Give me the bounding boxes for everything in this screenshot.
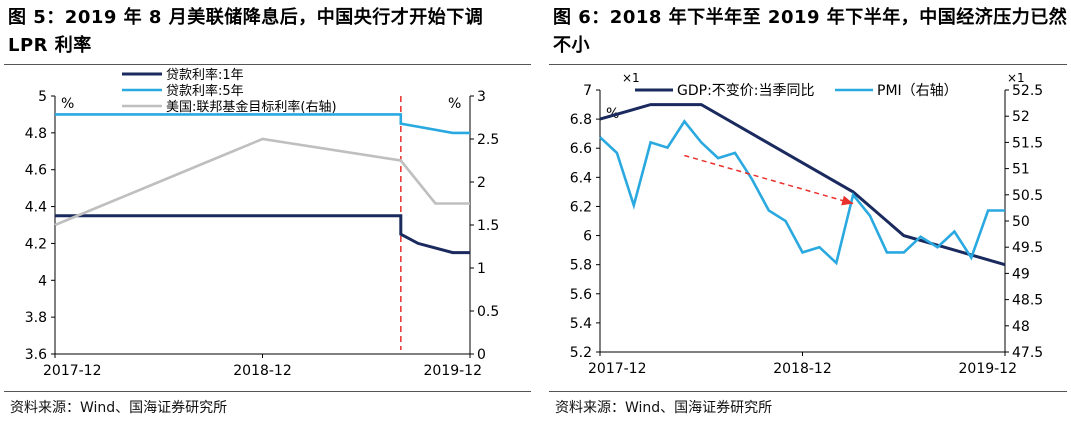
left-tick-label: 5.6 <box>570 287 592 303</box>
left-tick-label: 5 <box>38 89 47 105</box>
series-line-left-1 <box>55 113 470 135</box>
left-tick-label: 3.8 <box>25 310 47 326</box>
left-tick-label: 4.6 <box>25 163 47 179</box>
right-multiplier-label: ×1 <box>1007 71 1025 85</box>
series-line-right-1 <box>599 119 1005 266</box>
figure-5-panel: 图 5：2019 年 8 月美联储降息后，中国央行才开始下调 LPR 利率 3.… <box>0 0 535 425</box>
right-tick-label: 49.5 <box>1012 240 1043 256</box>
left-multiplier-label: ×1 <box>622 71 640 85</box>
x-tick-label: 2017-12 <box>588 361 647 377</box>
left-tick-label: 5.4 <box>570 316 592 332</box>
title-divider <box>4 64 531 65</box>
right-tick-label: 52 <box>1012 109 1030 125</box>
left-tick-label: 3.6 <box>25 347 47 363</box>
left-tick-label: 7 <box>583 83 592 99</box>
right-tick-label: 0 <box>477 347 486 363</box>
left-unit-label: % <box>61 96 74 112</box>
left-tick-label: 4.4 <box>25 200 47 216</box>
right-unit-label: % <box>448 96 461 112</box>
x-tick-label: 2019-12 <box>424 363 483 379</box>
x-tick-label: 2018-12 <box>233 363 292 379</box>
left-tick-label: 4 <box>38 273 47 289</box>
right-tick-label: 47.5 <box>1012 345 1043 361</box>
gdp-pmi-chart: 5.2 5.4 5.6 5.8 6 6.2 6.4 6.6 6.8 7 47.5 48 48.5 49 49… <box>570 71 1043 377</box>
figure-6-panel: 图 6：2018 年下半年至 2019 年下半年，中国经济压力已然不小 5.2 5… <box>545 0 1071 425</box>
right-tick-label: 1 <box>477 261 486 277</box>
left-tick-label: 5.2 <box>570 345 592 361</box>
right-tick-label: 51.5 <box>1012 135 1043 151</box>
left-tick-label: 5.8 <box>570 258 592 274</box>
figure-title: 图 6：2018 年下半年至 2019 年下半年，中国经济压力已然不小 <box>553 7 1068 56</box>
right-tick-label: 48 <box>1012 319 1030 335</box>
legend-label: 美国:联邦基金目标利率(右轴) <box>166 99 337 115</box>
right-tick-label: 50 <box>1012 214 1030 230</box>
right-tick-label: 2.5 <box>477 132 499 148</box>
right-tick-label: 52.5 <box>1012 83 1043 99</box>
series-line-left-0 <box>55 214 470 255</box>
legend-label: 贷款利率:1年 <box>166 67 244 83</box>
source-note: 资料来源：Wind、国海证券研究所 <box>555 400 773 416</box>
left-tick-label: 6.8 <box>570 112 592 128</box>
right-tick-label: 3 <box>477 89 486 105</box>
right-tick-label: 49 <box>1012 266 1030 282</box>
title-divider <box>549 64 1067 65</box>
legend-label: GDP:不变价:当季同比 <box>677 83 815 99</box>
trend-arrow-head <box>841 195 854 206</box>
legend-label: PMI（右轴） <box>877 83 958 99</box>
right-tick-label: 1.5 <box>477 218 499 234</box>
right-tick-label: 0.5 <box>477 304 499 320</box>
right-tick-label: 2 <box>477 175 486 191</box>
trend-arrow-line <box>684 154 854 205</box>
source-divider <box>4 391 531 392</box>
x-tick-label: 2017-12 <box>43 363 102 379</box>
left-tick-label: 4.8 <box>25 126 47 142</box>
source-note: 资料来源：Wind、国海证券研究所 <box>10 400 228 416</box>
left-tick-label: 6 <box>583 229 592 245</box>
right-tick-label: 50.5 <box>1012 188 1043 204</box>
left-tick-label: 4.2 <box>25 236 47 252</box>
left-tick-label: 6.4 <box>570 170 592 186</box>
legend-label: 贷款利率:5年 <box>166 83 244 99</box>
lpr-rate-chart: 3.6 3.8 4 4.2 4.4 4.6 4.8 5 0 0.5 1 1.5 2 2.5 3 2017-12… <box>25 67 500 379</box>
right-tick-label: 51 <box>1012 162 1030 178</box>
x-tick-label: 2019-12 <box>959 361 1018 377</box>
left-tick-label: 6.2 <box>570 199 592 215</box>
right-tick-label: 48.5 <box>1012 293 1043 309</box>
source-divider <box>549 391 1067 392</box>
left-tick-label: 6.6 <box>570 141 592 157</box>
x-tick-label: 2018-12 <box>773 361 832 377</box>
series-line-right-2 <box>54 137 470 227</box>
figure-title: 图 5：2019 年 8 月美联储降息后，中国央行才开始下调 LPR 利率 <box>8 7 484 56</box>
